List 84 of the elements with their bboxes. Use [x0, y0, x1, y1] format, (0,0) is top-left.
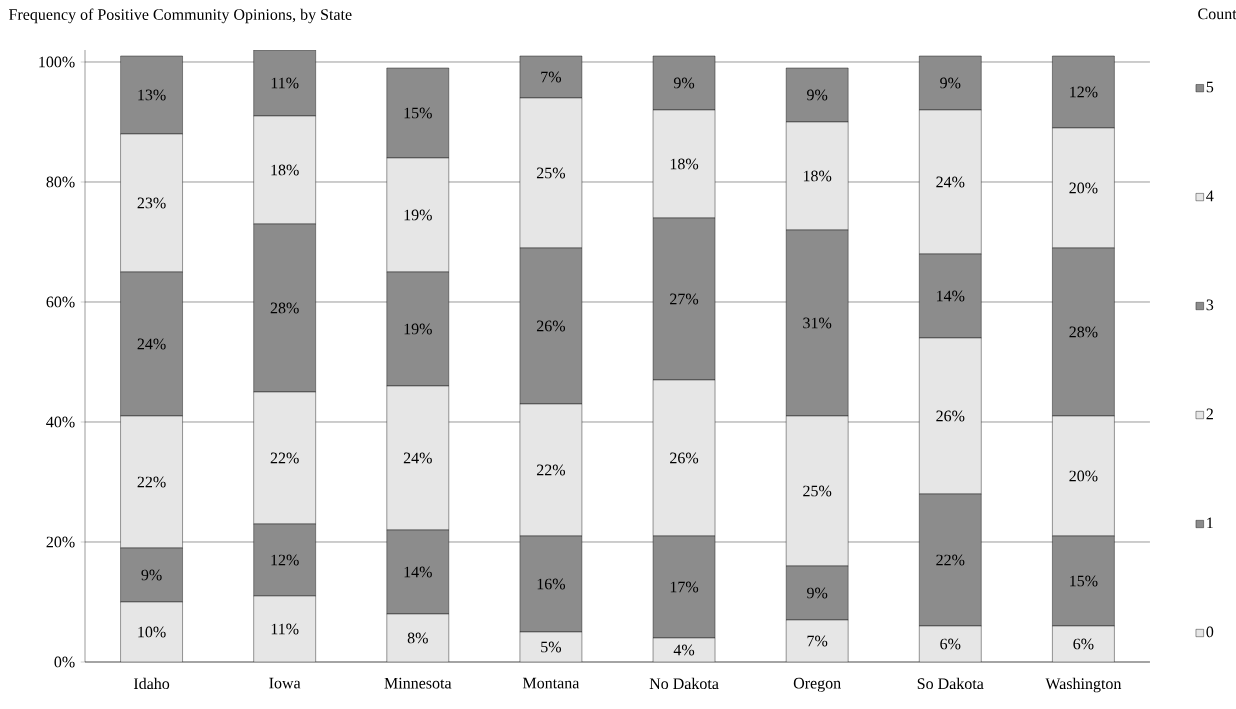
data-label: 18% [670, 158, 699, 170]
data-label: 25% [536, 167, 566, 179]
x-tick-label: Iowa [269, 677, 301, 689]
data-label: 28% [270, 302, 299, 314]
bar [785, 619, 849, 662]
bar [652, 55, 716, 111]
data-label: 9% [807, 89, 828, 101]
data-label: 17% [670, 581, 699, 593]
bar [386, 67, 449, 159]
bar [1052, 55, 1115, 129]
data-label: 26% [936, 410, 965, 422]
x-tick-label: Idaho [133, 677, 170, 690]
data-label: 6% [940, 638, 961, 650]
chart-title: Frequency of Positive Community Opinions, by State [8, 8, 352, 24]
y-tick-label: 80% [46, 176, 75, 188]
data-label: 28% [1069, 326, 1098, 338]
data-label: 6% [1073, 638, 1094, 650]
legend-label: 5 [1206, 81, 1214, 93]
data-label: 13% [138, 89, 166, 101]
data-label: 14% [937, 290, 965, 302]
data-label: 7% [541, 71, 562, 83]
data-label: 31% [803, 317, 832, 329]
legend-title: Count [1198, 8, 1236, 20]
data-label: 18% [803, 170, 832, 182]
x-tick-label: Montana [522, 677, 580, 689]
data-label: 19% [404, 323, 432, 335]
data-label: 25% [803, 485, 832, 497]
data-label: 19% [404, 209, 432, 221]
data-label: 10% [138, 626, 166, 638]
x-tick-label: Minnesota [384, 677, 452, 689]
data-label: 9% [141, 569, 162, 581]
x-tick-label: So Dakota [917, 677, 984, 690]
y-tick-label: 60% [46, 296, 75, 308]
data-label: 26% [536, 320, 566, 332]
data-label: 15% [1070, 575, 1098, 587]
data-label: 9% [807, 587, 828, 599]
x-tick-label: Oregon [793, 677, 841, 692]
data-label: 9% [673, 77, 695, 89]
bar [519, 55, 583, 99]
bar [120, 55, 183, 135]
x-tick-label: Washington [1045, 677, 1122, 693]
data-label: 20% [1069, 470, 1098, 482]
data-label: 14% [404, 566, 432, 578]
data-label: 24% [403, 452, 432, 464]
legend-label: 3 [1206, 299, 1214, 311]
data-label: 15% [404, 107, 432, 119]
data-label: 12% [271, 554, 299, 566]
bar [919, 55, 982, 111]
data-label: 4% [673, 644, 695, 656]
data-label: 7% [807, 635, 828, 647]
legend-label: 0 [1206, 626, 1214, 638]
data-label: 26% [670, 452, 699, 464]
data-label: 5% [541, 641, 562, 653]
data-label: 9% [940, 77, 961, 89]
data-label: 8% [407, 632, 428, 644]
bar [919, 625, 982, 662]
bar [120, 601, 183, 662]
bar [785, 67, 849, 123]
data-label: 22% [536, 464, 566, 476]
data-label: 27% [670, 293, 699, 305]
x-tick-label: No Dakota [649, 677, 719, 690]
y-tick-label: 0% [54, 656, 75, 668]
data-label: 12% [1070, 86, 1098, 98]
bar [386, 613, 449, 662]
data-label: 18% [271, 164, 299, 176]
data-label: 22% [137, 476, 166, 488]
data-label: 16% [537, 578, 566, 590]
data-label: 20% [1069, 182, 1098, 194]
data-label: 24% [137, 338, 166, 350]
data-label: 22% [936, 554, 965, 566]
bar [1052, 625, 1115, 662]
legend-label: 1 [1207, 517, 1213, 529]
bar [253, 595, 316, 662]
data-label: 11% [271, 623, 299, 635]
data-label: 24% [936, 176, 965, 188]
y-tick-label: 100% [39, 56, 75, 68]
y-tick-label: 40% [46, 416, 75, 428]
bar [253, 49, 316, 117]
data-label: 11% [271, 77, 299, 89]
data-label: 23% [137, 197, 166, 209]
legend-label: 2 [1206, 408, 1213, 420]
y-tick-label: 20% [46, 536, 75, 548]
data-label: 22% [270, 452, 299, 464]
legend-label: 4 [1206, 190, 1214, 202]
